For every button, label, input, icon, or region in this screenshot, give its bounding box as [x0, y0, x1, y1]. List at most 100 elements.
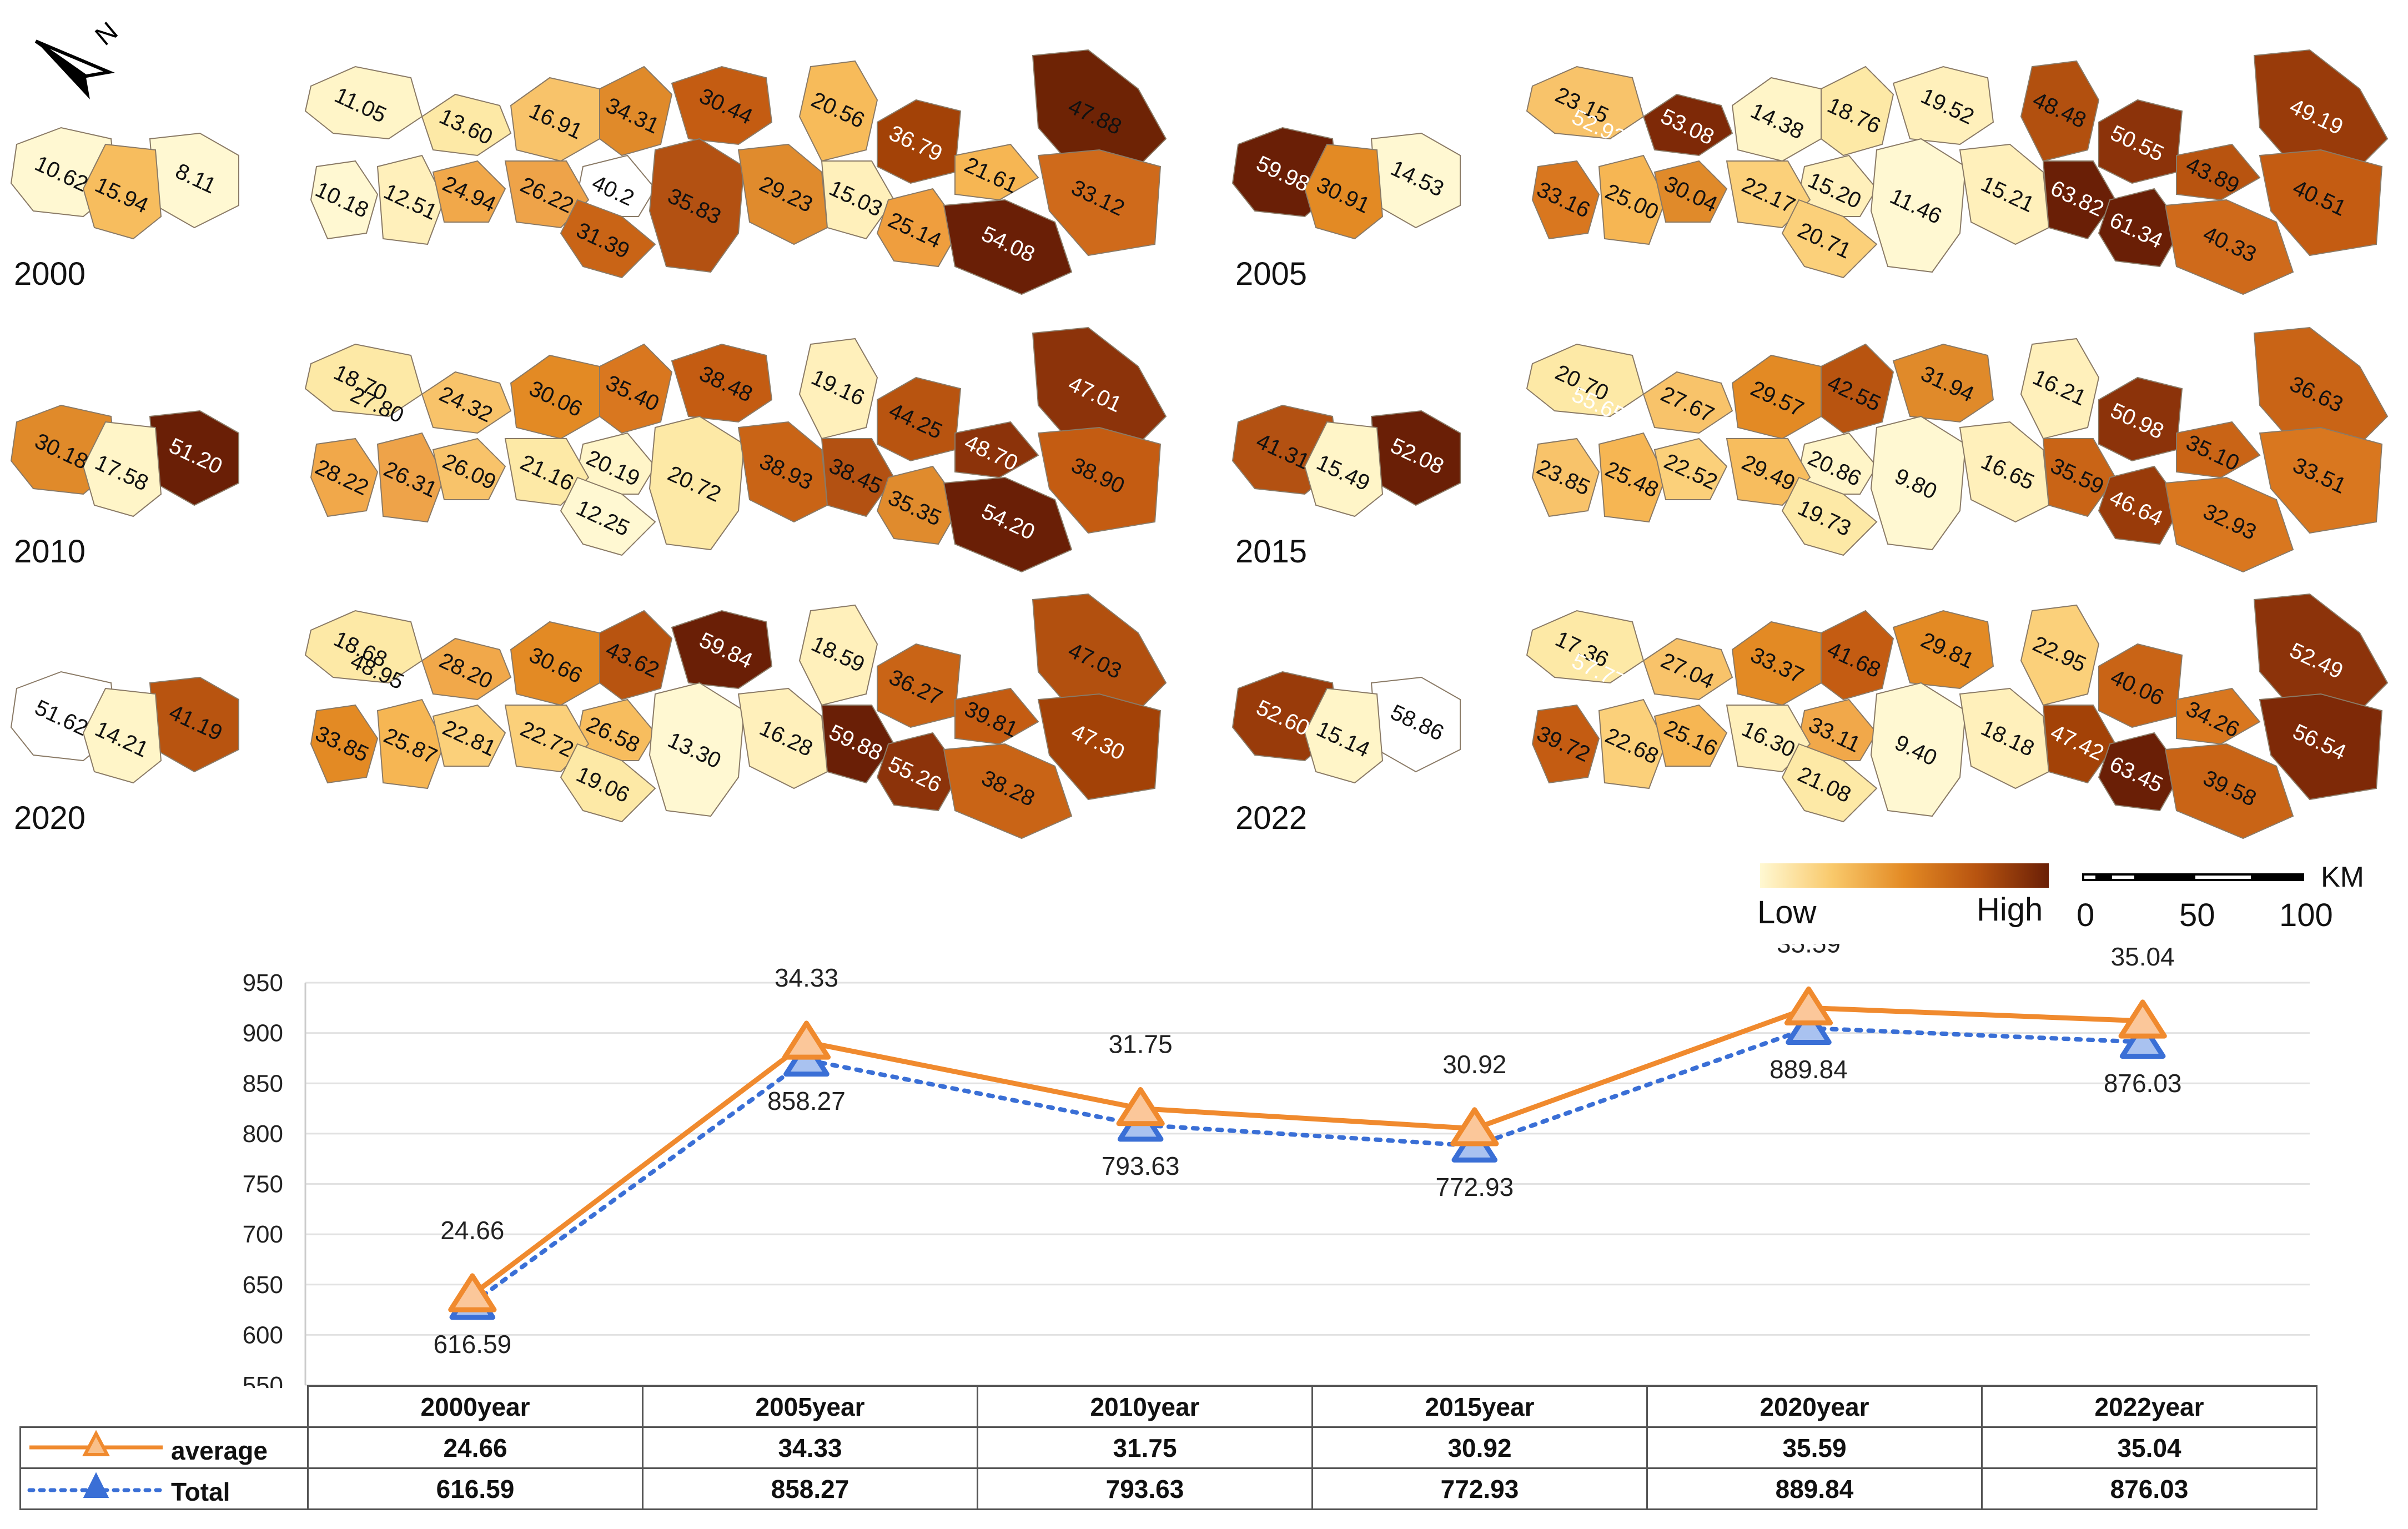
average-point	[1116, 1087, 1165, 1126]
map-region	[876, 188, 962, 268]
y-tick-label: 700	[243, 1221, 283, 1248]
map-region	[648, 415, 745, 551]
map-region	[876, 465, 962, 545]
map-region	[2253, 49, 2389, 179]
map-region	[1037, 693, 1162, 801]
choropleth-map: 11.05 13.60 16.91 34.31 30.44 20.5636.7947.88…	[10, 49, 1167, 295]
average-point	[1784, 986, 1833, 1026]
table-header-cell: 2015year	[1311, 1385, 1648, 1428]
average-data-label: 35.04	[2111, 944, 2175, 971]
map-region	[1304, 687, 1384, 784]
map-region	[2042, 160, 2117, 240]
map-region	[798, 338, 878, 440]
map-region	[2164, 476, 2294, 573]
map-region	[1892, 343, 1994, 423]
map-region	[2259, 693, 2383, 801]
table-row-average: average 24.66 34.33 31.75 30.92 35.59 35…	[19, 1426, 2317, 1469]
map-region	[376, 698, 445, 789]
table-cell: 35.04	[1981, 1426, 2317, 1469]
map-region	[2164, 199, 2294, 295]
legend-high-label: High	[1977, 892, 2043, 928]
map-region	[1032, 326, 1167, 456]
map-region	[2176, 687, 2261, 745]
average-data-label: 31.75	[1109, 1030, 1173, 1059]
map-region	[1598, 432, 1667, 523]
table-corner	[20, 1386, 309, 1428]
scale-bar	[2082, 873, 2304, 881]
map-region	[1781, 476, 1878, 556]
map-region	[421, 93, 512, 157]
map-region	[671, 66, 773, 145]
map-region	[2098, 188, 2183, 268]
map-region	[943, 476, 1073, 573]
map-region	[599, 610, 673, 701]
map-region	[376, 154, 445, 245]
map-panel-2015: 20.70 27.67 29.57 42.55 31.94 16.21 50.98 36.63…	[1221, 311, 2399, 600]
y-tick-label: 550	[243, 1372, 283, 1388]
map-region	[1642, 93, 1733, 157]
map-region	[1598, 698, 1667, 789]
map-region	[798, 60, 878, 162]
average-point	[1450, 1107, 1499, 1146]
map-region	[671, 610, 773, 690]
scale-tick: 100	[2279, 897, 2333, 933]
map-region	[1821, 66, 1894, 157]
map-region	[2176, 143, 2261, 201]
map-region	[1037, 149, 1162, 256]
map-region	[648, 138, 745, 273]
map-region	[421, 371, 512, 434]
map-region	[421, 637, 512, 701]
map-region	[1526, 610, 1645, 684]
map-region	[1531, 437, 1600, 517]
map-panel-2010: 18.70 24.32 30.06 35.40 38.48 19.16 44.25 47.01…	[0, 311, 1177, 600]
map-region	[599, 66, 673, 157]
map-region	[671, 343, 773, 423]
table-cell: 858.27	[642, 1467, 978, 1510]
map-region	[1892, 610, 1994, 690]
map-region	[432, 437, 506, 500]
map-year-label: 2010	[14, 534, 86, 570]
map-region	[1653, 704, 1728, 767]
map-region	[648, 682, 745, 817]
table-header-cell: 2022year	[1981, 1385, 2317, 1428]
map-region	[821, 705, 895, 784]
map-region	[1598, 154, 1667, 245]
map-region	[432, 704, 506, 767]
average-legend-marker	[29, 1430, 163, 1456]
table-cell: 616.59	[307, 1467, 644, 1510]
choropleth-map: 23.15 53.08 14.38 18.76 19.52 48.4850.5549.19…	[1231, 49, 2389, 295]
total-data-label: 889.84	[1769, 1055, 1848, 1084]
map-region	[599, 343, 673, 434]
average-data-label: 34.33	[775, 963, 838, 992]
scale-unit: KM	[2321, 861, 2364, 893]
map-region	[304, 343, 423, 418]
map-region	[2259, 426, 2383, 534]
average-data-label: 24.66	[440, 1216, 504, 1245]
total-data-label: 858.27	[767, 1087, 846, 1115]
data-table: 2000year 2005year 2010year 2015year 2020…	[19, 1385, 2317, 1510]
map-region	[304, 610, 423, 684]
table-cell: 889.84	[1646, 1467, 1983, 1510]
map-region	[821, 438, 895, 517]
table-header-cell: 2020year	[1646, 1385, 1983, 1428]
table-header-cell: 2000year	[307, 1385, 644, 1428]
map-region	[943, 199, 1073, 295]
map-region	[1821, 343, 1894, 434]
map-region	[310, 704, 379, 784]
map-year-label: 2020	[14, 800, 86, 836]
y-tick-label: 950	[243, 969, 283, 997]
map-region	[432, 160, 506, 223]
map-panel-2005: 23.15 53.08 14.38 18.76 19.52 48.48 50.55 49.19…	[1221, 33, 2399, 322]
map-region	[1531, 160, 1600, 240]
scale-tick: 50	[2179, 897, 2215, 933]
map-region	[1653, 160, 1728, 223]
map-region	[2020, 60, 2100, 162]
map-region	[1870, 682, 1967, 817]
y-tick-label: 750	[243, 1171, 283, 1198]
table-header-cell: 2010year	[977, 1385, 1313, 1428]
choropleth-map: 18.68 28.20 30.66 43.62 59.84 18.5936.2747.03…	[10, 593, 1167, 839]
map-region	[2020, 338, 2100, 440]
map-region	[1304, 421, 1384, 517]
map-region	[1653, 437, 1728, 500]
map-region	[943, 743, 1073, 839]
